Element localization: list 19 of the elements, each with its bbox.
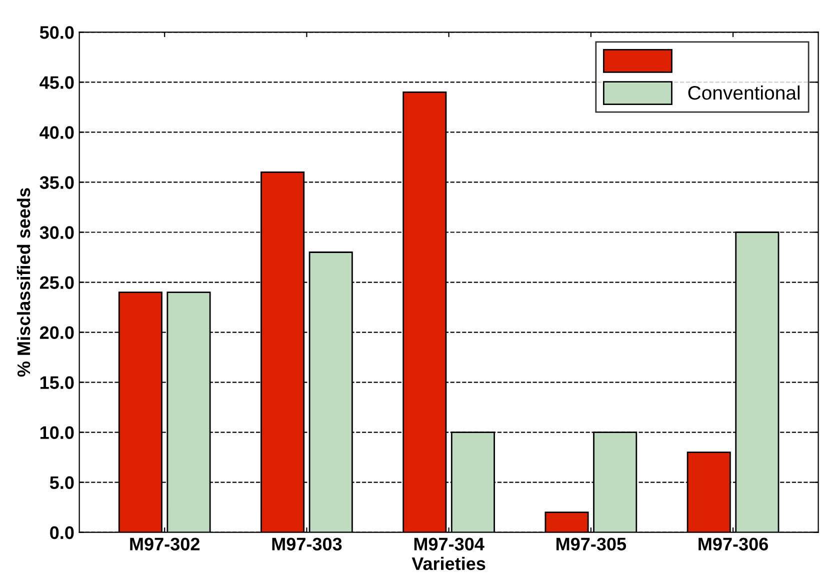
y-tick-label: 30.0 bbox=[40, 226, 74, 239]
legend-label: Conventional bbox=[688, 85, 800, 100]
y-tick-label: 15.0 bbox=[40, 376, 74, 390]
y-tick-label: 0.0 bbox=[50, 526, 74, 540]
x-tick-label: M97-302 bbox=[130, 538, 200, 550]
x-tick-label: M97-306 bbox=[698, 538, 768, 550]
x-axis-title: Varieties bbox=[412, 556, 486, 570]
x-tick-label: M97-303 bbox=[272, 538, 342, 550]
y-tick-label: 45.0 bbox=[40, 76, 74, 89]
y-tick-label: 5.0 bbox=[50, 476, 74, 490]
y-tick-label: 25.0 bbox=[40, 276, 74, 289]
y-tick-label: 20.0 bbox=[40, 326, 74, 339]
y-axis-title: % Misclassified seeds bbox=[16, 188, 30, 377]
y-tick-label: 10.0 bbox=[40, 426, 74, 440]
y-tick-label: 35.0 bbox=[40, 176, 74, 189]
x-tick-label: M97-304 bbox=[414, 538, 484, 550]
x-tick-label: M97-305 bbox=[556, 538, 626, 550]
y-tick-label: 40.0 bbox=[40, 126, 74, 139]
y-tick-label: 50.0 bbox=[40, 26, 74, 39]
